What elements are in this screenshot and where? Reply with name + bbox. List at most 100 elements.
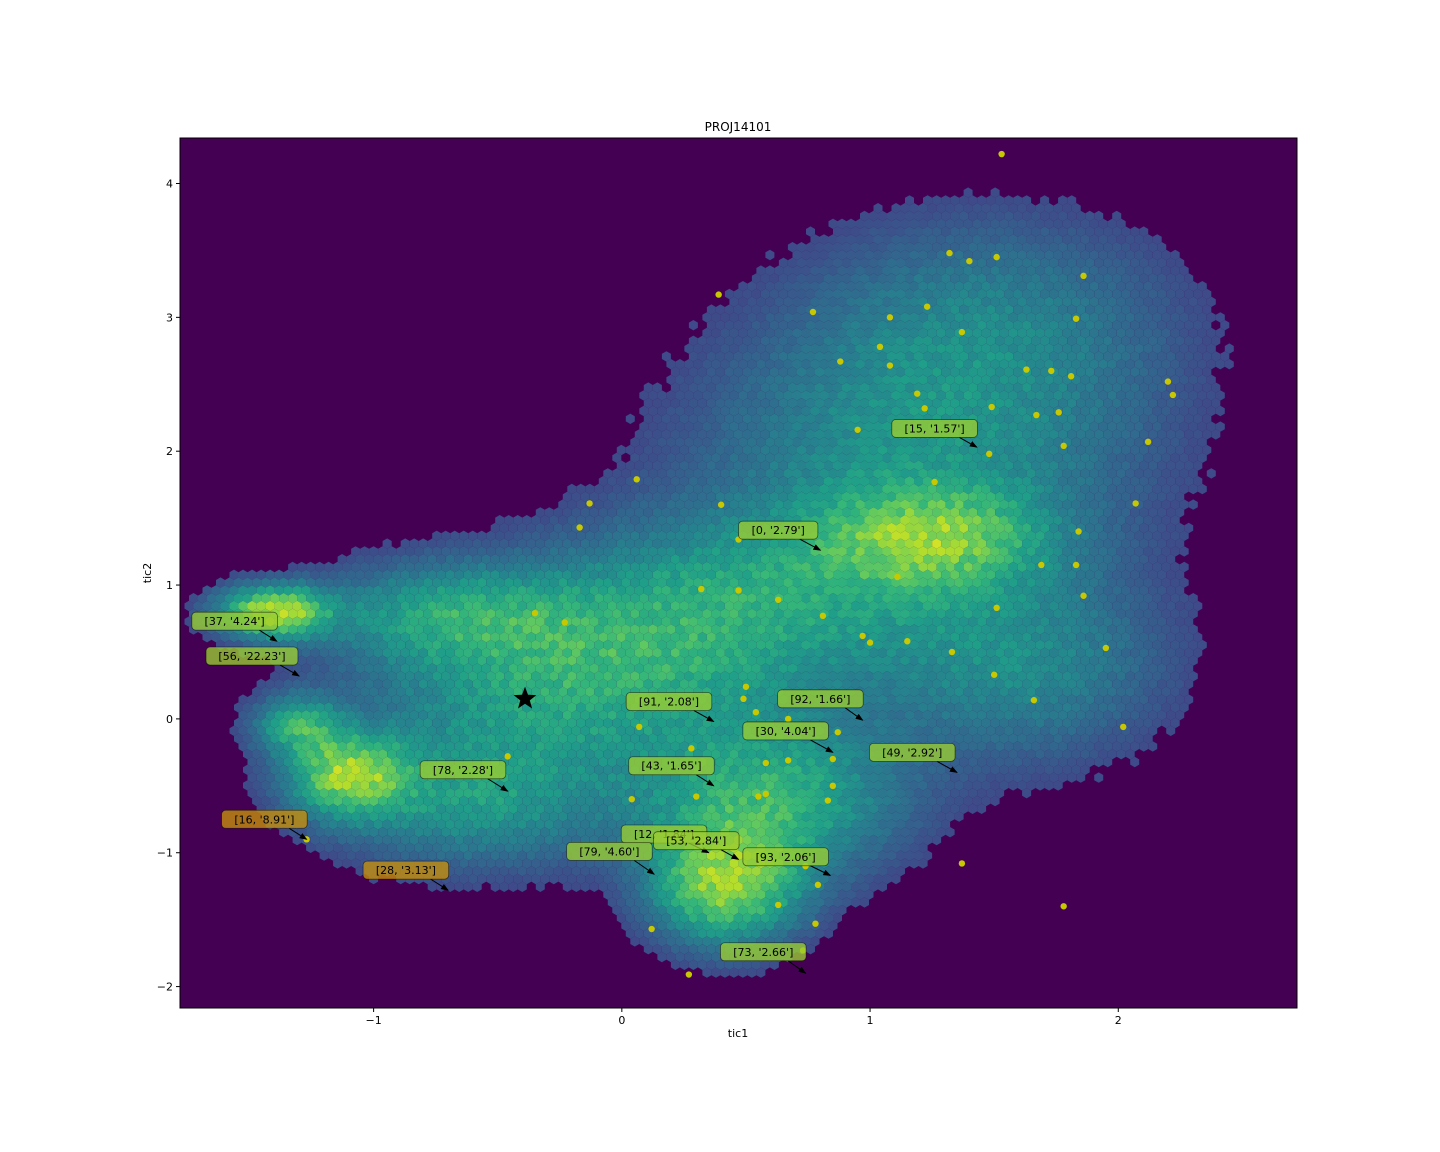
hexbin-cell [815, 242, 824, 253]
hexbin-cell [1125, 359, 1135, 370]
hexbin-cell [1112, 382, 1122, 393]
hexbin-cell [1049, 320, 1059, 331]
hexbin-cell [801, 296, 811, 307]
hexbin-cell [715, 382, 725, 393]
hexbin-cell [905, 335, 914, 346]
hexbin-cell [1058, 398, 1068, 409]
hexbin-cell [1112, 242, 1122, 253]
hexbin-cell [1202, 366, 1212, 378]
hexbin-cell [950, 335, 960, 346]
hexbin-cell [1152, 390, 1162, 401]
hexbin-cell [1166, 273, 1176, 284]
hexbin-cell [1166, 335, 1176, 346]
hexbin-cell [769, 273, 779, 284]
hexbin-cell [765, 359, 775, 370]
hexbin-cell [1089, 265, 1099, 276]
hexbin-cell [769, 304, 779, 315]
hexbin-cell [842, 320, 851, 331]
hexbin-cell [954, 234, 964, 245]
hexbin-cell [878, 366, 887, 378]
hexbin-cell [1004, 398, 1014, 409]
hexbin-cell [1103, 335, 1113, 346]
hexbin-cell [909, 374, 919, 385]
hexbin-cell [1008, 281, 1018, 292]
hexbin-cell [1202, 335, 1212, 346]
hexbin-cell [977, 351, 987, 362]
hexbin-cell [742, 335, 752, 346]
hexbin-cell [1175, 335, 1185, 346]
hexbin-cell [1143, 296, 1153, 307]
hexbin-cell [1026, 249, 1036, 261]
hexbin-cell [733, 304, 743, 315]
hexbin-cell [733, 351, 743, 362]
hexbin-cell [860, 273, 869, 284]
hexbin-cell [896, 366, 905, 378]
hexbin-cell [1188, 281, 1198, 292]
hexbin-cell [950, 366, 960, 378]
hexbin-cell [1094, 366, 1104, 378]
hexbin-cell [927, 327, 937, 339]
hexbin-cell [1197, 374, 1207, 385]
hexbin-cell [837, 265, 847, 276]
hexbin-cell [855, 249, 865, 261]
hexbin-cell [1067, 210, 1077, 222]
hexbin-cell [995, 242, 1005, 253]
hexbin-cell [1139, 242, 1149, 253]
hexbin-cell [1112, 257, 1122, 268]
hexbin-cell [909, 218, 919, 229]
hexbin-cell [1089, 343, 1099, 354]
hexbin-cell [936, 218, 946, 229]
hexbin-cell [1152, 359, 1162, 370]
hexbin-cell [1184, 320, 1194, 331]
hexbin-cell [810, 249, 820, 261]
hexbin-cell [905, 226, 914, 237]
hexbin-cell [1188, 405, 1198, 417]
hexbin-cell [1062, 249, 1072, 261]
hexbin-cell [1094, 257, 1104, 268]
hexbin-cell [1161, 359, 1171, 370]
hexbin-cell [923, 195, 933, 206]
hexbin-cell [1035, 327, 1045, 339]
hexbin-cell [724, 382, 734, 393]
hexbin-cell [819, 312, 829, 323]
hexbin-cell [828, 390, 838, 401]
hexbin-cell [963, 203, 973, 214]
hexbin-cell [738, 405, 748, 417]
hexbin-cell [1022, 382, 1032, 393]
hexbin-cell [1004, 257, 1014, 268]
hexbin-cell [936, 359, 946, 370]
hexbin-cell [1098, 234, 1108, 245]
hexbin-cell [891, 218, 901, 229]
hexbin-cell [833, 273, 842, 284]
hexbin-cell [927, 265, 937, 276]
hexbin-cell [1107, 343, 1117, 354]
hexbin-cell [851, 242, 860, 253]
hexbin-cell [873, 296, 883, 307]
hexbin-cell [963, 405, 973, 417]
hexbin-cell [833, 226, 842, 237]
hexbin-cell [639, 390, 649, 401]
hexbin-cell [896, 257, 905, 268]
hexbin-cell [1139, 257, 1149, 268]
hexbin-cell [1188, 359, 1198, 370]
hexbin-cell [860, 210, 869, 222]
hexbin-cell [1170, 265, 1180, 276]
hexbin-cell [932, 320, 942, 331]
hexbin-cell [724, 288, 734, 300]
hexbin-cell [968, 335, 978, 346]
hexbin-cell [783, 296, 793, 307]
hexbin-cell [999, 390, 1009, 401]
hexbin-cell [941, 351, 951, 362]
hexbin-cell [828, 405, 838, 417]
hexbin-cell [747, 327, 757, 339]
hexbin-cell [801, 327, 811, 339]
hexbin-cell [1026, 327, 1036, 339]
hexbin-cell [977, 226, 987, 237]
hexbin-cell [1067, 335, 1077, 346]
hexbin-cell [1215, 405, 1225, 417]
hexbin-cell [990, 234, 1000, 245]
hexbin-cell [778, 288, 788, 300]
hexbin-cell [1058, 242, 1068, 253]
hexbin-cell [778, 273, 788, 284]
hexbin-cell [1080, 218, 1090, 229]
